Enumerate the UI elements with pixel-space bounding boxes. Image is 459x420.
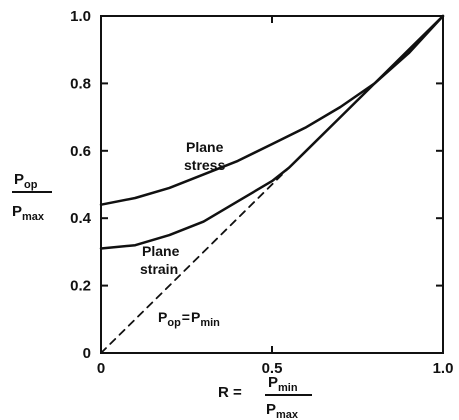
- series-line-plane-stress: [99, 14, 445, 206]
- series-line-plane-strain: [99, 14, 445, 250]
- x-label-den-p: P: [266, 401, 276, 418]
- y-tick-label: 0.6: [70, 143, 91, 160]
- equality-p1: P: [158, 309, 167, 325]
- y-tick-label: 0: [83, 345, 91, 362]
- y-tick-label: 1.0: [70, 8, 91, 25]
- x-label-denominator: Pmax: [266, 401, 299, 420]
- x-label-den-sub: max: [276, 409, 299, 420]
- y-label-den-p: P: [12, 203, 22, 220]
- x-tick-label: 0: [97, 360, 105, 377]
- equality-p2: P: [191, 309, 200, 325]
- y-label-den-sub: max: [22, 211, 45, 223]
- y-tick-label: 0.2: [70, 278, 91, 295]
- x-label-numerator: Pmin: [268, 374, 298, 394]
- equality-sub1: op: [167, 317, 181, 329]
- y-label-num-p: P: [14, 171, 24, 188]
- y-label-denominator: Pmax: [12, 203, 45, 223]
- y-tick-label: 0.4: [70, 210, 92, 227]
- x-tick-label: 0.5: [262, 360, 283, 377]
- annotation-plane-stress-line1: Plane: [186, 139, 224, 155]
- x-label-prefix: R =: [218, 384, 242, 401]
- x-label-num-p: P: [268, 374, 278, 391]
- equality-sub2: min: [200, 317, 220, 329]
- series-line-pop-pmin: [100, 166, 291, 354]
- annotation-plane-strain-line1: Plane: [142, 243, 180, 259]
- annotation-plane-strain-line2: strain: [140, 261, 178, 277]
- x-label-num-sub: min: [278, 382, 298, 394]
- x-tick-label: 1.0: [433, 360, 454, 377]
- annotation-equality: Pop=Pmin: [158, 309, 220, 329]
- y-label-numerator: Pop: [14, 171, 38, 191]
- equality-eq: =: [182, 309, 190, 325]
- y-label-num-sub: op: [24, 179, 38, 191]
- annotation-plane-stress-line2: stress: [184, 157, 225, 173]
- series-group: [99, 14, 445, 354]
- y-tick-label: 0.8: [70, 75, 91, 92]
- x-axis-label: R = Pmin Pmax: [218, 374, 312, 420]
- tick-group: 0 0.2 0.4 0.6 0.8 1.0 0 0.5 1.0: [70, 8, 453, 377]
- y-axis-label: Pop Pmax: [12, 171, 52, 223]
